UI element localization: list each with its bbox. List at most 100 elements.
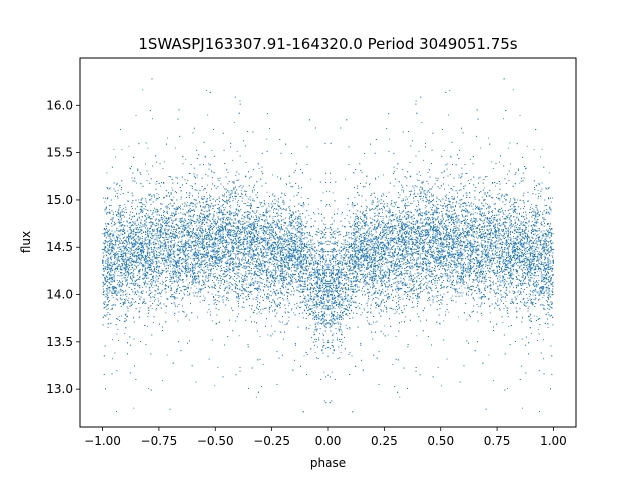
data-point	[165, 222, 166, 224]
data-point	[159, 232, 161, 234]
data-point	[490, 235, 491, 237]
data-point	[340, 255, 342, 257]
data-point	[123, 268, 125, 270]
data-point	[383, 194, 385, 196]
data-point	[437, 282, 439, 284]
data-point	[512, 89, 514, 91]
data-point	[495, 241, 497, 242]
data-point	[242, 284, 244, 286]
data-point	[308, 240, 309, 242]
data-point	[167, 241, 169, 243]
data-point	[188, 222, 190, 224]
data-point	[107, 266, 109, 268]
data-point	[403, 242, 405, 244]
data-point	[166, 354, 168, 356]
data-point	[313, 304, 315, 306]
data-point	[541, 224, 543, 226]
data-point	[329, 205, 331, 207]
data-point	[302, 206, 304, 208]
data-point	[378, 270, 380, 272]
data-point	[384, 243, 386, 245]
data-point	[284, 274, 286, 276]
data-point	[453, 261, 455, 263]
data-point	[537, 216, 539, 218]
data-point	[548, 292, 549, 294]
data-point	[335, 274, 337, 276]
data-point	[531, 212, 532, 213]
data-point	[390, 215, 392, 216]
data-point	[491, 161, 493, 163]
data-point	[170, 249, 172, 251]
data-point	[128, 257, 130, 259]
data-point	[243, 265, 245, 267]
data-point	[410, 290, 412, 292]
data-point	[168, 204, 170, 205]
data-point	[402, 251, 403, 252]
data-point	[305, 216, 306, 218]
data-point	[497, 236, 499, 238]
data-point	[456, 233, 458, 235]
data-point	[263, 231, 265, 232]
data-point	[478, 250, 480, 251]
data-point	[276, 221, 278, 223]
data-point	[202, 288, 204, 289]
data-point	[446, 205, 448, 207]
data-point	[270, 325, 272, 327]
data-point	[195, 247, 197, 249]
data-point	[201, 261, 203, 263]
data-point	[270, 257, 272, 259]
data-point	[264, 267, 266, 269]
data-point	[212, 273, 214, 275]
data-point	[517, 283, 519, 285]
data-point	[442, 251, 444, 253]
data-point	[422, 197, 424, 199]
data-point	[369, 252, 371, 254]
data-point	[202, 222, 203, 224]
data-point	[239, 265, 241, 267]
data-point	[286, 263, 288, 265]
data-point	[469, 246, 471, 248]
data-point	[239, 280, 240, 281]
data-point	[325, 258, 327, 260]
data-point	[424, 231, 426, 232]
data-point	[398, 227, 400, 229]
data-point	[456, 259, 458, 261]
data-point	[220, 257, 222, 258]
data-point	[155, 258, 157, 260]
data-point	[170, 270, 172, 272]
data-point	[308, 215, 310, 217]
data-point	[138, 251, 140, 253]
data-point	[418, 208, 420, 210]
data-point	[115, 156, 116, 158]
data-point	[544, 309, 546, 310]
data-point	[401, 312, 403, 314]
data-point	[377, 228, 378, 229]
data-point	[375, 321, 377, 323]
data-point	[315, 305, 317, 307]
data-point	[542, 262, 544, 264]
data-point	[333, 273, 335, 275]
data-point	[127, 276, 129, 278]
data-point	[350, 273, 352, 275]
data-point	[149, 258, 151, 260]
data-point	[416, 237, 418, 239]
data-point	[170, 245, 172, 247]
data-point	[509, 225, 511, 227]
data-point	[178, 276, 180, 278]
data-point	[500, 299, 501, 301]
data-point	[147, 147, 149, 149]
data-point	[422, 229, 423, 231]
data-point	[259, 278, 261, 280]
data-point	[136, 249, 137, 251]
data-point	[301, 280, 303, 282]
data-point	[286, 236, 288, 238]
data-point	[401, 274, 403, 276]
data-point	[532, 245, 534, 247]
data-point	[155, 225, 157, 227]
data-point	[508, 325, 510, 327]
data-point	[156, 308, 157, 309]
data-point	[176, 279, 178, 281]
data-point	[438, 259, 440, 260]
data-point	[356, 291, 358, 293]
data-point	[364, 246, 366, 248]
